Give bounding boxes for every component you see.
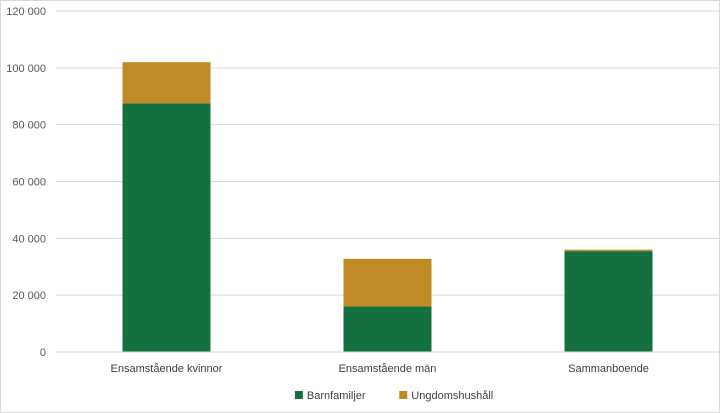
bar-barnfamiljer-2 [564, 251, 653, 352]
y-tick-label: 120 000 [6, 6, 46, 18]
x-category-label: Ensamstående kvinnor [111, 363, 223, 375]
legend-label-1: Ungdomshushåll [411, 390, 493, 402]
legend-swatch-1 [399, 391, 408, 399]
legend: Barnfamiljer Ungdomshushåll [294, 390, 493, 402]
bar-barnfamiljer-1 [343, 306, 432, 352]
y-tick-label: 20 000 [12, 290, 46, 302]
y-axis-tick-labels: 0 20 000 40 000 60 000 80 000 100 000 120 000 [6, 6, 46, 359]
bars [122, 62, 653, 353]
bar-ungdomshushåll-2 [564, 249, 653, 252]
y-tick-label: 60 000 [12, 177, 46, 189]
y-tick-label: 100 000 [6, 63, 46, 75]
y-tick-label: 0 [40, 347, 46, 359]
x-category-label: Sammanboende [568, 363, 649, 375]
x-axis: Ensamstående kvinnor Ensamstående män Samm… [56, 351, 719, 375]
legend-swatch-0 [294, 391, 303, 399]
y-tick-label: 80 000 [12, 120, 46, 132]
bar-ungdomshushåll-0 [122, 62, 211, 104]
y-tick-label: 40 000 [12, 233, 46, 245]
bar-ungdomshushåll-1 [343, 258, 432, 307]
x-category-label: Ensamstående män [339, 363, 437, 375]
legend-label-0: Barnfamiljer [307, 390, 366, 402]
bar-barnfamiljer-0 [122, 103, 211, 353]
